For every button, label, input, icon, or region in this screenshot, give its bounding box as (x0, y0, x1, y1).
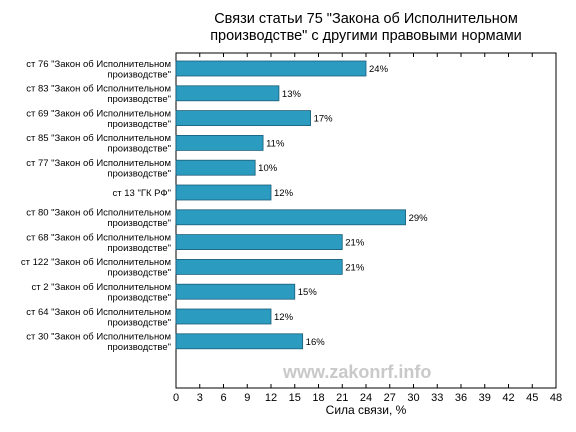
category-label: производстве" (107, 218, 171, 229)
category-label: производстве" (107, 94, 171, 105)
x-tick-label: 21 (336, 392, 348, 404)
category-label: производстве" (107, 69, 171, 80)
x-axis-ticks: 0 3 6 9 12 15 18 21 24 27 30 33 36 39 42 45 48 (173, 53, 562, 404)
category-label: производстве" (107, 342, 171, 353)
bar (175, 283, 296, 300)
bar (175, 184, 272, 201)
x-tick-label: 18 (312, 392, 324, 404)
category-label: производстве" (107, 292, 171, 303)
x-tick-label: 36 (455, 392, 467, 404)
category-label: ст 30 "Закон об Исполнительном (26, 332, 171, 343)
chart-title-line: Связи статьи 75 "Закона об Исполнительно… (214, 11, 518, 27)
x-axis-title: Сила связи, % (326, 403, 407, 417)
category-label: производстве" (107, 317, 171, 328)
category-label: производстве" (107, 144, 171, 155)
data-label: 16% (306, 337, 326, 348)
category-label: ст 77 "Закон об Исполнительном (26, 158, 171, 169)
bar (175, 110, 311, 126)
bar (175, 333, 304, 350)
x-tick-label: 33 (431, 392, 443, 404)
data-label: 29% (409, 213, 429, 224)
x-tick-label: 0 (173, 392, 179, 404)
data-label: 10% (258, 163, 278, 174)
data-label: 12% (274, 188, 294, 199)
x-tick-label: 45 (526, 392, 538, 404)
x-tick-label: 42 (502, 392, 514, 404)
category-labels: ст 76 "Закон об Исполнительномпроизводст… (21, 59, 171, 353)
x-tick-label: 24 (360, 392, 372, 404)
category-label: производстве" (107, 119, 171, 130)
bar (175, 159, 256, 176)
chart-title-line: производстве" с другими правовыми нормам… (210, 28, 522, 44)
data-label: 24% (369, 64, 389, 75)
data-label: 13% (282, 89, 302, 100)
x-tick-label: 27 (384, 392, 396, 404)
category-label: производстве" (107, 168, 171, 179)
x-tick-label: 6 (220, 392, 226, 404)
bar (175, 134, 264, 151)
category-label: производстве" (107, 243, 171, 254)
bar (175, 234, 343, 251)
bar (175, 308, 272, 325)
category-label: ст 122 "Закон об Исполнительном (21, 257, 171, 268)
x-tick-label: 39 (479, 392, 491, 404)
bar (175, 60, 367, 77)
x-tick-label: 9 (244, 392, 250, 404)
category-label: ст 69 "Закон об Исполнительном (26, 108, 171, 119)
data-label: 15% (298, 287, 318, 298)
bars: 24% 13% 17% 11% 10% 12% 29% 21% 21% 15% 12% 16% (175, 60, 429, 350)
data-label: 11% (266, 138, 285, 149)
category-label: ст 80 "Закон об Исполнительном (26, 208, 171, 219)
category-label: ст 13 "ГК РФ" (113, 188, 171, 199)
watermark: www.zakonrf.info (282, 362, 431, 382)
category-label: ст 83 "Закон об Исполнительном (26, 84, 171, 95)
x-tick-label: 30 (407, 392, 419, 404)
category-label: ст 2 "Закон об Исполнительном (31, 282, 171, 293)
bar (175, 258, 343, 275)
data-label: 17% (314, 114, 334, 125)
data-label: 21% (345, 262, 365, 273)
chart-title: Связи статьи 75 "Закона об Исполнительно… (210, 11, 522, 44)
category-label: ст 64 "Закон об Исполнительном (26, 307, 171, 318)
x-tick-label: 48 (550, 392, 562, 404)
x-tick-label: 12 (265, 392, 277, 404)
category-label: ст 85 "Закон об Исполнительном (26, 133, 171, 144)
category-label: ст 68 "Закон об Исполнительном (26, 232, 171, 243)
category-label: производстве" (107, 268, 171, 279)
bar (175, 209, 406, 226)
category-label: ст 76 "Закон об Исполнительном (26, 59, 171, 70)
data-label: 21% (345, 238, 365, 249)
bar (175, 85, 280, 102)
x-tick-label: 15 (289, 392, 301, 404)
x-tick-label: 3 (197, 392, 203, 404)
data-label: 12% (274, 312, 294, 323)
